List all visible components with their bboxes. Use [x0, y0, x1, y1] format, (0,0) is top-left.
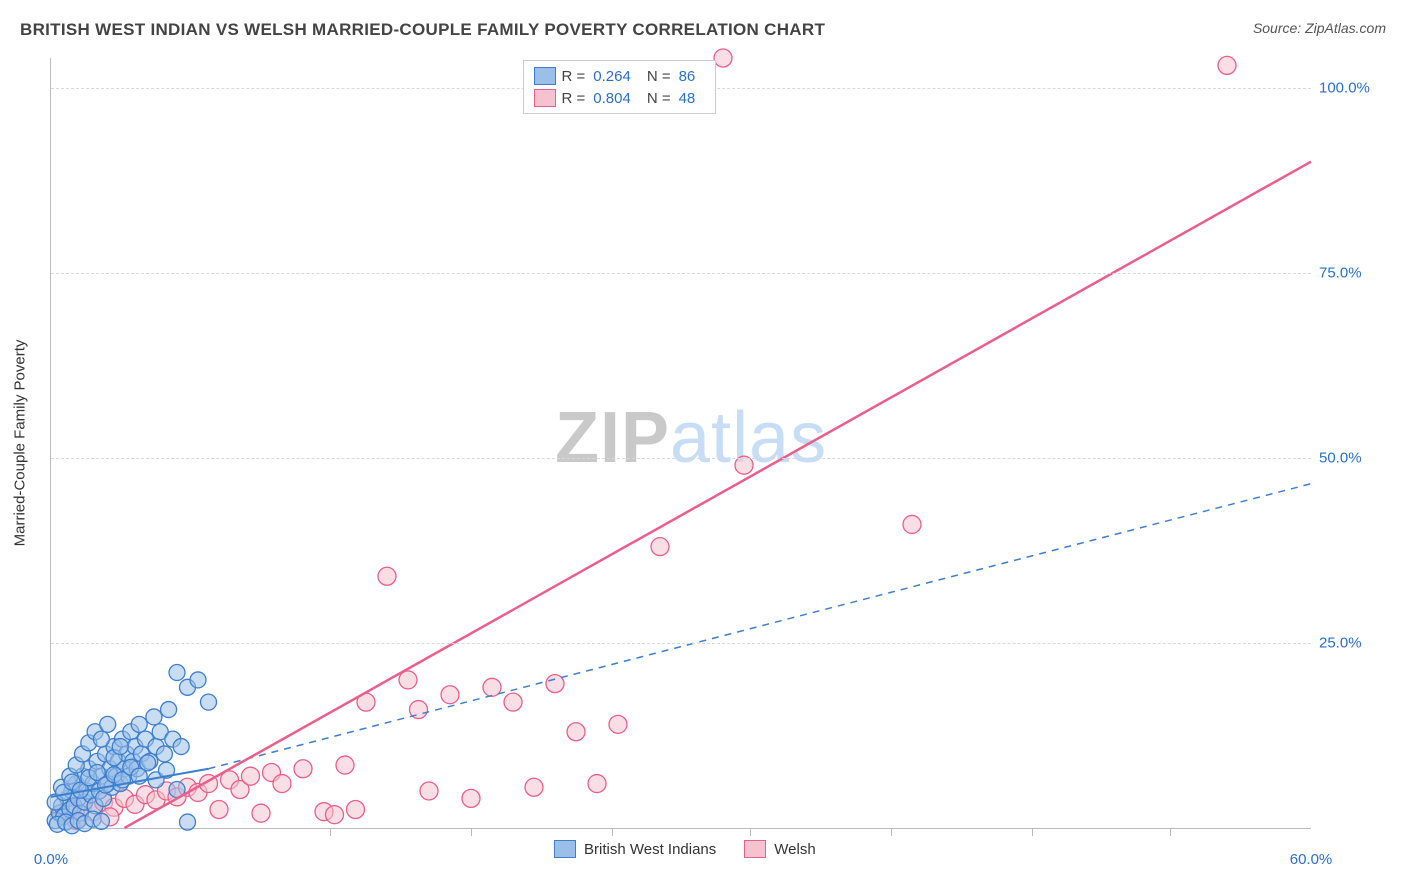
legend-r-label: R = [562, 68, 586, 85]
chart-header: BRITISH WEST INDIAN VS WELSH MARRIED-COU… [20, 20, 1386, 40]
source-attribution: Source: ZipAtlas.com [1253, 20, 1386, 36]
legend-swatch [534, 89, 556, 107]
point-welsh [347, 800, 365, 818]
y-tick-label: 25.0% [1319, 634, 1383, 651]
point-welsh [336, 756, 354, 774]
plot-area: ZIPatlas 25.0%50.0%75.0%100.0%0.0%60.0% [50, 58, 1311, 829]
legend-item-blue: British West Indians [554, 840, 716, 858]
point-bwi [173, 739, 189, 755]
point-welsh [210, 800, 228, 818]
point-welsh [420, 782, 438, 800]
point-bwi [169, 665, 185, 681]
legend-swatch [534, 67, 556, 85]
legend-n-label: N = [647, 90, 671, 107]
point-welsh [462, 789, 480, 807]
point-welsh [252, 804, 270, 822]
gridline-h [51, 273, 1311, 274]
legend-n-label: N = [647, 68, 671, 85]
point-bwi [146, 709, 162, 725]
x-tick-label: 0.0% [34, 851, 68, 868]
point-welsh [903, 515, 921, 533]
legend-n-value: 86 [677, 68, 706, 85]
x-minor-tick [1032, 828, 1033, 836]
x-minor-tick [471, 828, 472, 836]
chart-svg [51, 58, 1311, 828]
point-welsh [525, 778, 543, 796]
point-bwi [100, 716, 116, 732]
legend-item-pink: Welsh [744, 840, 815, 858]
point-bwi [112, 739, 128, 755]
point-welsh [294, 760, 312, 778]
legend-series-name: British West Indians [584, 841, 716, 858]
point-bwi [201, 694, 217, 710]
x-minor-tick [891, 828, 892, 836]
point-bwi [190, 672, 206, 688]
x-minor-tick [750, 828, 751, 836]
y-tick-label: 100.0% [1319, 79, 1383, 96]
legend-correlation-box: R = 0.264 N = 86 R = 0.804 N = 48 [523, 60, 717, 114]
point-welsh [441, 686, 459, 704]
point-bwi [161, 702, 177, 718]
trend-line [125, 162, 1312, 828]
legend-swatch [744, 840, 766, 858]
point-welsh [651, 538, 669, 556]
legend-r-value: 0.264 [591, 68, 641, 85]
y-tick-label: 50.0% [1319, 449, 1383, 466]
point-welsh [273, 775, 291, 793]
legend-row-pink: R = 0.804 N = 48 [534, 87, 706, 109]
gridline-h [51, 643, 1311, 644]
legend-n-value: 48 [677, 90, 706, 107]
y-tick-label: 75.0% [1319, 264, 1383, 281]
point-bwi [131, 716, 147, 732]
legend-r-label: R = [562, 90, 586, 107]
point-welsh [1218, 56, 1236, 74]
point-welsh [504, 693, 522, 711]
gridline-h [51, 458, 1311, 459]
chart-title: BRITISH WEST INDIAN VS WELSH MARRIED-COU… [20, 20, 825, 40]
legend-row-blue: R = 0.264 N = 86 [534, 65, 706, 87]
y-axis-label: Married-Couple Family Poverty [12, 340, 29, 547]
x-minor-tick [330, 828, 331, 836]
point-welsh [326, 806, 344, 824]
source-label: Source: [1253, 20, 1305, 36]
point-bwi [180, 814, 196, 830]
point-bwi [140, 755, 156, 771]
point-welsh [242, 767, 260, 785]
point-welsh [714, 49, 732, 67]
point-bwi [93, 813, 109, 829]
source-value: ZipAtlas.com [1305, 20, 1386, 36]
point-welsh [609, 715, 627, 733]
point-welsh [378, 567, 396, 585]
legend-series: British West Indians Welsh [554, 840, 816, 858]
legend-series-name: Welsh [774, 841, 815, 858]
point-welsh [588, 775, 606, 793]
x-minor-tick [612, 828, 613, 836]
x-minor-tick [1170, 828, 1171, 836]
legend-r-value: 0.804 [591, 90, 641, 107]
point-welsh [567, 723, 585, 741]
x-tick-label: 60.0% [1290, 851, 1333, 868]
trend-line [209, 484, 1312, 769]
point-bwi [93, 731, 109, 747]
legend-swatch [554, 840, 576, 858]
point-welsh [735, 456, 753, 474]
point-bwi [156, 746, 172, 762]
